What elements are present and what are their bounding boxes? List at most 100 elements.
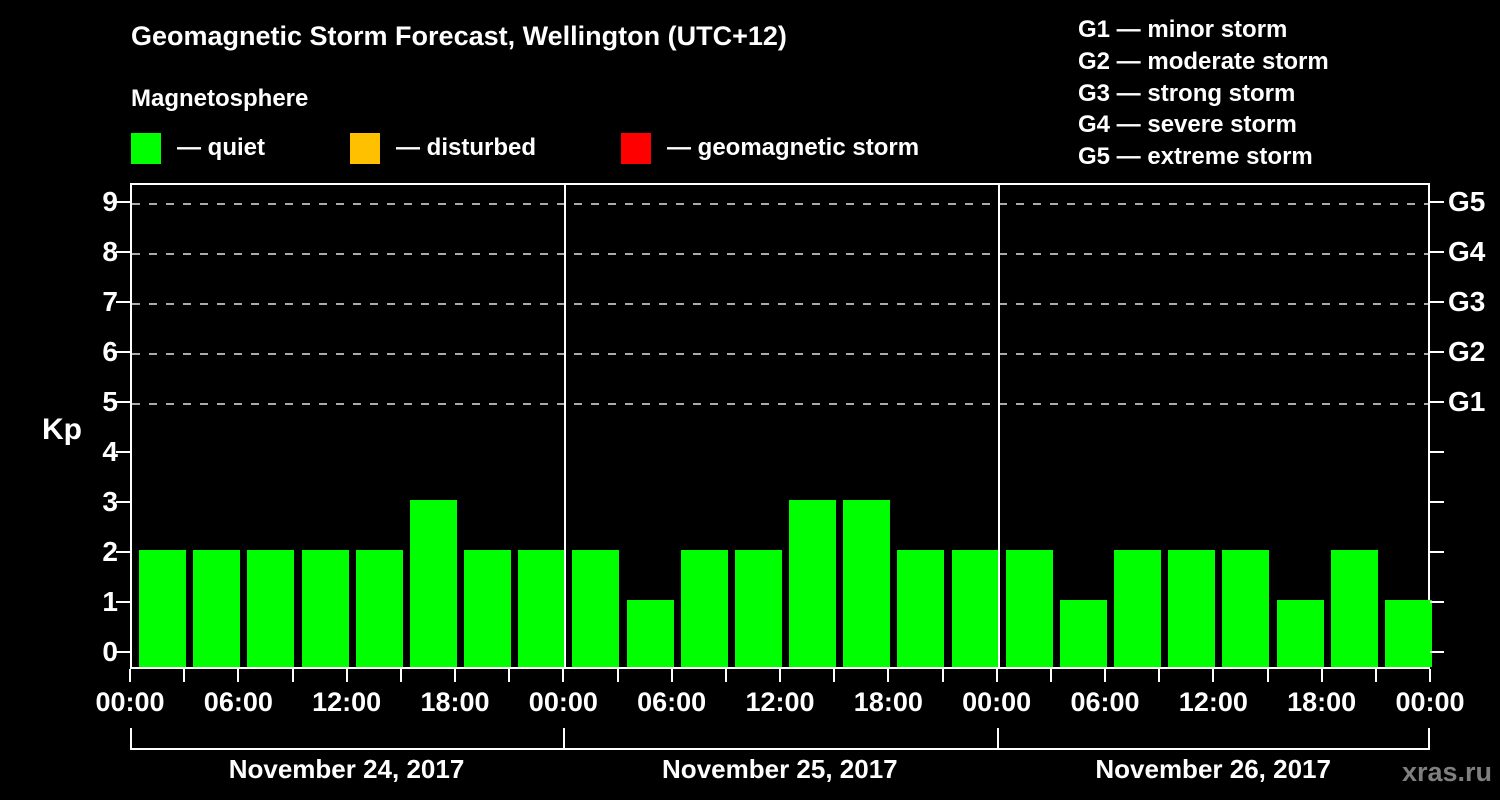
x-tick bbox=[724, 669, 727, 682]
x-axis-time-label: 06:00 bbox=[203, 687, 273, 717]
x-tick bbox=[1104, 669, 1106, 682]
y-axis-label-8: 8 bbox=[102, 235, 118, 267]
x-axis-time-label: 00:00 bbox=[962, 687, 1032, 717]
gridline-kp6 bbox=[132, 352, 1428, 355]
day-divider bbox=[564, 185, 567, 667]
kp-bar bbox=[1005, 549, 1053, 667]
y-tick-4 bbox=[116, 450, 130, 453]
y-tick-right-3 bbox=[1430, 500, 1444, 503]
kp-bar bbox=[789, 499, 837, 667]
x-axis-time-label: 06:00 bbox=[637, 687, 707, 717]
x-tick bbox=[399, 669, 402, 682]
x-tick bbox=[1429, 669, 1431, 682]
storm-scale-line-g5: G5 — extreme storm bbox=[1078, 143, 1313, 171]
y-tick-9 bbox=[116, 200, 130, 203]
date-bracket-tick bbox=[130, 728, 132, 748]
y-axis-title: Kp bbox=[42, 413, 82, 446]
y-tick-1 bbox=[116, 600, 130, 603]
right-axis-label-g5: G5 bbox=[1448, 185, 1486, 217]
x-tick bbox=[562, 669, 565, 682]
x-tick bbox=[779, 669, 781, 682]
x-tick bbox=[345, 669, 348, 682]
date-label: November 24, 2017 bbox=[228, 754, 465, 784]
y-tick-right-5 bbox=[1430, 400, 1444, 403]
y-tick-0 bbox=[116, 650, 130, 653]
x-tick bbox=[1266, 669, 1269, 682]
storm-scale-line-g3: G3 — strong storm bbox=[1078, 79, 1296, 107]
x-tick bbox=[616, 669, 619, 682]
x-tick bbox=[454, 669, 456, 682]
legend-item-storm: — geomagnetic storm bbox=[621, 131, 919, 165]
x-tick bbox=[129, 669, 131, 682]
kp-bar bbox=[897, 549, 945, 667]
subtitle-magnetosphere: Magnetosphere bbox=[131, 85, 309, 112]
y-tick-right-1 bbox=[1430, 600, 1444, 603]
right-axis-label-g2: G2 bbox=[1448, 335, 1486, 367]
kp-bar bbox=[301, 549, 349, 667]
legend-item-quiet: — quiet bbox=[131, 131, 265, 165]
watermark-xras: xras.ru bbox=[1401, 757, 1492, 787]
x-axis-time-label: 12:00 bbox=[745, 687, 815, 717]
date-bracket-tick bbox=[996, 728, 999, 748]
disturbed-swatch-icon bbox=[350, 132, 380, 164]
y-tick-right-9 bbox=[1430, 200, 1444, 203]
kp-bar bbox=[1384, 599, 1432, 667]
kp-bar bbox=[1114, 549, 1162, 667]
activity-legend: — quiet — disturbed — geomagnetic storm bbox=[0, 131, 1050, 165]
y-axis-label-6: 6 bbox=[102, 335, 118, 367]
right-axis-label-g3: G3 bbox=[1448, 285, 1486, 317]
kp-bar bbox=[1168, 549, 1216, 667]
kp-bar bbox=[572, 549, 620, 667]
kp-bar-chart bbox=[130, 183, 1432, 669]
date-bracket-tick bbox=[1428, 728, 1430, 748]
gridline-kp5 bbox=[132, 402, 1428, 405]
legend-item-label: — quiet bbox=[177, 134, 265, 161]
kp-bar bbox=[734, 549, 782, 667]
kp-bar bbox=[409, 499, 457, 667]
x-axis-time-label: 00:00 bbox=[1395, 687, 1465, 717]
x-axis-time-label: 12:00 bbox=[312, 687, 382, 717]
x-axis-time-label: 18:00 bbox=[1287, 687, 1357, 717]
x-tick bbox=[1049, 669, 1052, 682]
y-tick-right-7 bbox=[1430, 300, 1444, 303]
y-axis-label-2: 2 bbox=[102, 535, 118, 567]
kp-bar bbox=[1330, 549, 1378, 667]
x-tick bbox=[941, 669, 944, 682]
kp-bar bbox=[843, 499, 891, 667]
y-tick-6 bbox=[116, 350, 130, 353]
x-axis-time-label: 00:00 bbox=[95, 687, 165, 717]
x-tick bbox=[833, 669, 836, 682]
x-axis-time-label: 18:00 bbox=[420, 687, 490, 717]
x-axis-time-label: 06:00 bbox=[1070, 687, 1140, 717]
y-tick-7 bbox=[116, 300, 130, 303]
y-axis-label-9: 9 bbox=[102, 185, 118, 217]
storm-scale-line-g2: G2 — moderate storm bbox=[1078, 47, 1329, 75]
y-tick-5 bbox=[116, 400, 130, 403]
kp-bar bbox=[680, 549, 728, 667]
y-axis-label-5: 5 bbox=[102, 385, 118, 417]
y-tick-right-6 bbox=[1430, 350, 1444, 353]
y-axis-label-3: 3 bbox=[102, 485, 118, 517]
date-bracket-line bbox=[130, 748, 1430, 750]
kp-bar bbox=[626, 599, 674, 667]
x-tick bbox=[1158, 669, 1161, 682]
x-tick bbox=[1320, 669, 1323, 682]
y-axis-label-4: 4 bbox=[102, 435, 118, 467]
storm-swatch-icon bbox=[621, 132, 651, 164]
x-tick bbox=[237, 669, 240, 682]
right-axis-label-g4: G4 bbox=[1448, 235, 1486, 267]
gridline-kp7 bbox=[132, 302, 1428, 305]
kp-bar bbox=[518, 549, 566, 667]
kp-bar bbox=[951, 549, 999, 667]
x-tick bbox=[1212, 669, 1215, 682]
legend-item-label: — disturbed bbox=[396, 134, 537, 161]
x-tick bbox=[1374, 669, 1377, 682]
legend-item-label: — geomagnetic storm bbox=[667, 134, 920, 161]
x-tick bbox=[508, 669, 511, 682]
kp-bar bbox=[193, 549, 241, 667]
storm-scale-legend: G1 — minor storm G2 — moderate storm G3 — … bbox=[1078, 14, 1329, 173]
y-axis-label-0: 0 bbox=[102, 635, 118, 667]
kp-bar bbox=[1276, 599, 1324, 667]
x-axis-time-label: 12:00 bbox=[1178, 687, 1248, 717]
